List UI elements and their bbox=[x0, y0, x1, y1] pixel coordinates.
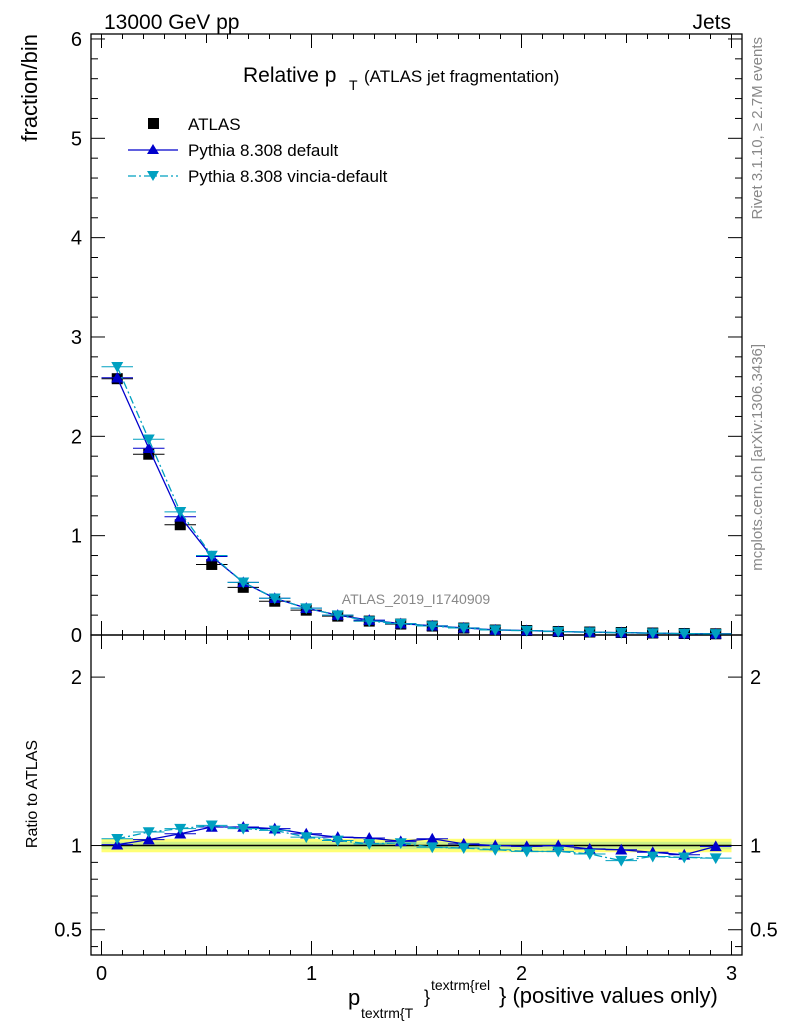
main-series-2-point bbox=[520, 625, 533, 637]
ratio-series-1-point bbox=[394, 838, 407, 849]
main-series-2-point bbox=[331, 610, 344, 622]
ratio-y-tick-label-right: 1 bbox=[750, 836, 761, 858]
ratio-series-1-point bbox=[205, 820, 218, 832]
legend-marker-atlas bbox=[148, 118, 159, 129]
ratio-ylabel: Ratio to ATLAS bbox=[24, 740, 41, 848]
main-title: Relative p T (ATLAS jet fragmentation) bbox=[243, 64, 559, 93]
x-tick-label: 3 bbox=[726, 963, 737, 985]
main-series-2-point bbox=[111, 361, 124, 373]
x-tick-label: 2 bbox=[516, 963, 527, 985]
ratio-series-1-point bbox=[363, 839, 376, 850]
ratio-series-1-point bbox=[489, 844, 502, 856]
ratio-series-1-point bbox=[237, 823, 250, 835]
main-ylabel: fraction/bin bbox=[17, 34, 42, 142]
main-title-text: Relative p bbox=[243, 64, 336, 87]
main-title-rest: (ATLAS jet fragmentation) bbox=[364, 67, 559, 86]
main-series-2-point bbox=[363, 616, 376, 628]
plot-area: 0 1 2 3 0 1 2 3 4 5 6 0.5 0.5 1 1 2 2 bbox=[54, 29, 778, 985]
header-left: 13000 GeV pp bbox=[104, 11, 239, 34]
main-series-2-point bbox=[300, 603, 313, 615]
x-tick-label: 0 bbox=[96, 963, 107, 985]
main-series-2-point bbox=[646, 628, 659, 640]
ratio-series-1-point bbox=[111, 833, 124, 845]
ratio-y-tick-label: 1 bbox=[71, 836, 82, 858]
main-series-2-point bbox=[583, 627, 596, 639]
analysis-tag: ATLAS_2019_I1740909 bbox=[342, 591, 491, 607]
main-y-tick-label: 6 bbox=[71, 29, 82, 51]
x-tick-label: 1 bbox=[306, 963, 317, 985]
x-axis-label-rest: } (positive values only) bbox=[499, 983, 718, 1008]
x-axis-label-p: p bbox=[348, 985, 360, 1010]
mcplots-info: mcplots.cern.ch [arXiv:1306.3436] bbox=[749, 344, 766, 571]
main-series-2-point bbox=[615, 627, 628, 639]
legend-marker-pythia-vincia bbox=[147, 171, 159, 181]
main-y-tick-label: 0 bbox=[71, 625, 82, 647]
ratio-series-1-point bbox=[552, 846, 565, 858]
main-title-subscript: T bbox=[349, 77, 358, 93]
main-y-tick-label: 1 bbox=[71, 526, 82, 548]
ratio-series-1-point bbox=[646, 851, 659, 863]
main-series-0-point bbox=[174, 519, 186, 531]
main-series-2-point bbox=[205, 550, 218, 562]
ratio-series-1-point bbox=[331, 835, 344, 847]
rivet-info: Rivet 3.1.10, ≥ 2.7M events bbox=[749, 37, 766, 220]
ratio-series-1-point bbox=[678, 852, 691, 864]
ratio-series-1-point bbox=[583, 849, 596, 860]
ratio-series-1-point bbox=[142, 827, 155, 839]
ratio-series-1-point bbox=[457, 843, 470, 855]
ratio-series-1-point bbox=[709, 853, 722, 865]
main-y-tick-label: 2 bbox=[71, 426, 82, 448]
ratio-series-0-point bbox=[615, 843, 628, 855]
main-series-2-point bbox=[394, 618, 407, 630]
main-y-tick-label: 4 bbox=[71, 228, 82, 250]
main-series-0-point bbox=[143, 448, 155, 460]
main-series-2-point bbox=[489, 625, 502, 637]
main-series-2-point bbox=[678, 628, 691, 640]
ratio-series-0-point bbox=[709, 840, 722, 852]
main-series-2-point bbox=[142, 434, 155, 446]
ratio-y-tick-label-right: 0.5 bbox=[750, 920, 778, 942]
header-right: Jets bbox=[692, 11, 731, 34]
main-y-tick-label: 3 bbox=[71, 327, 82, 349]
x-axis-label-superscript: textrm{rel bbox=[431, 977, 490, 993]
main-series-0-point bbox=[206, 558, 218, 570]
main-series-1-point bbox=[111, 371, 124, 383]
ratio-series-1-point bbox=[615, 855, 628, 867]
main-series-2-point bbox=[457, 623, 470, 635]
legend: ATLAS Pythia 8.308 default Pythia 8.308 … bbox=[128, 115, 388, 186]
ratio-series-1-point bbox=[520, 846, 533, 858]
main-series-2-point bbox=[268, 593, 281, 605]
main-y-tick-label: 5 bbox=[71, 128, 82, 150]
legend-label-atlas: ATLAS bbox=[188, 115, 241, 134]
ratio-plot-frame bbox=[90, 634, 743, 956]
ratio-y-tick-label: 2 bbox=[71, 667, 82, 689]
ratio-y-tick-label-right: 2 bbox=[750, 667, 761, 689]
main-series-2-point bbox=[709, 629, 722, 640]
main-series-2-point bbox=[552, 626, 565, 638]
ratio-series-1-point bbox=[268, 825, 281, 837]
ratio-series-1-point bbox=[300, 832, 313, 844]
main-series-2-line bbox=[116, 366, 716, 635]
legend-marker-pythia-default bbox=[147, 144, 159, 154]
legend-label-pythia-vincia: Pythia 8.308 vincia-default bbox=[188, 167, 388, 186]
main-series-2-point bbox=[174, 507, 187, 518]
legend-label-pythia-default: Pythia 8.308 default bbox=[188, 141, 339, 160]
x-axis-label-brace: } bbox=[424, 987, 430, 1007]
ratio-series-1-point bbox=[426, 842, 439, 854]
main-series-1-point bbox=[142, 442, 155, 454]
ratio-series-1-line bbox=[117, 824, 716, 862]
legend-entry-pythia-vincia: Pythia 8.308 vincia-default bbox=[128, 167, 388, 186]
ratio-series-0-point bbox=[426, 832, 439, 844]
main-series-2-point bbox=[237, 577, 250, 589]
ratio-series-1-point bbox=[174, 823, 187, 835]
legend-entry-atlas: ATLAS bbox=[148, 115, 241, 134]
main-series-2-point bbox=[426, 621, 439, 633]
ratio-y-tick-label: 0.5 bbox=[54, 920, 82, 942]
x-axis-label: p textrm{T } textrm{rel } (positive valu… bbox=[348, 977, 718, 1021]
legend-entry-pythia-default: Pythia 8.308 default bbox=[128, 141, 339, 160]
x-axis-label-subscript: textrm{T bbox=[361, 1005, 414, 1021]
ratio-series-0-point bbox=[142, 833, 155, 845]
